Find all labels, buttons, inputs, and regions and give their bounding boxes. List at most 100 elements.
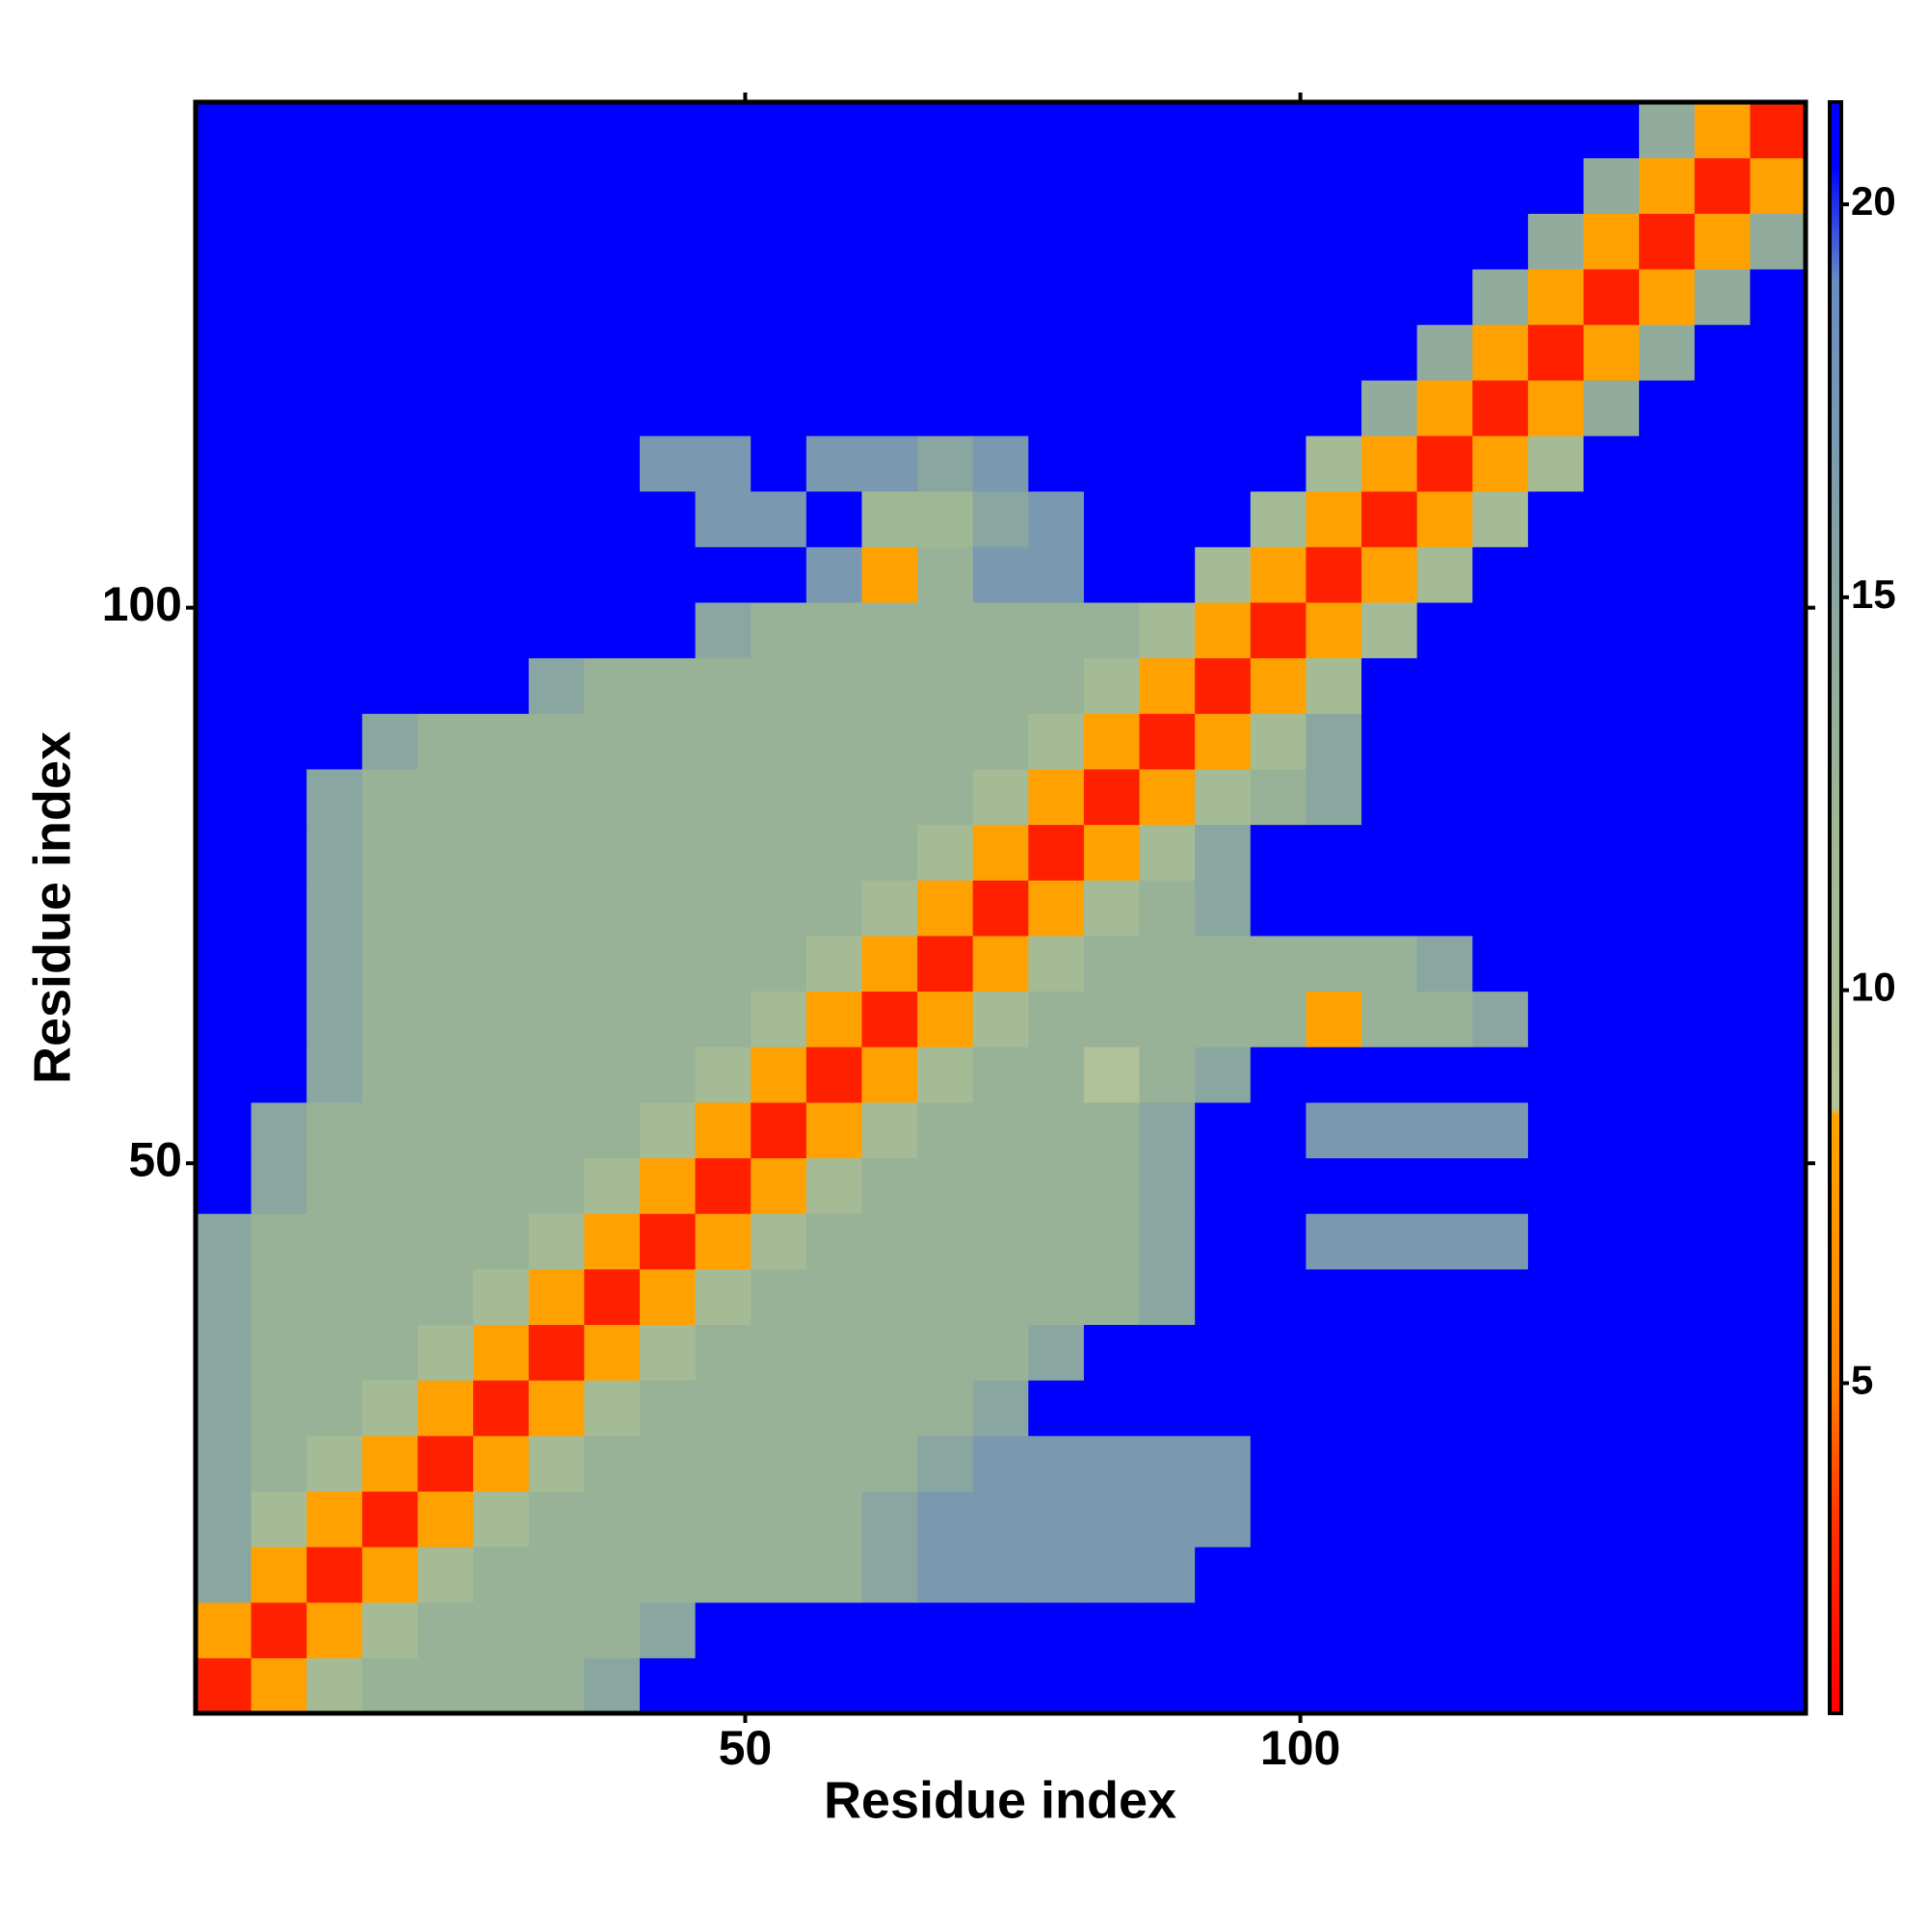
heatmap-cell	[1750, 1324, 1807, 1381]
heatmap-cell	[473, 1213, 530, 1270]
heatmap-cell	[1750, 601, 1807, 659]
heatmap-cell	[695, 1435, 752, 1492]
heatmap-cell	[584, 935, 641, 992]
heatmap-cell	[1639, 824, 1696, 881]
colorbar-tick-label: 20	[1851, 178, 1896, 224]
heatmap-cell	[584, 824, 641, 881]
heatmap-cell	[695, 1380, 752, 1437]
heatmap-cell	[917, 657, 974, 714]
heatmap-cell	[1750, 1213, 1807, 1270]
heatmap-cell	[1361, 324, 1418, 381]
heatmap-cell	[1416, 713, 1473, 770]
heatmap-cell	[196, 435, 252, 492]
heatmap-cell	[196, 380, 252, 437]
heatmap-cell	[751, 213, 807, 270]
heatmap-cell	[1527, 435, 1585, 492]
heatmap-cell	[917, 213, 974, 270]
heatmap-cell	[1527, 157, 1585, 214]
heatmap-cell	[1472, 880, 1529, 937]
heatmap-cell	[1250, 601, 1307, 659]
heatmap-cell	[306, 1380, 363, 1437]
heatmap-cell	[417, 324, 474, 381]
heatmap-cell	[861, 490, 918, 547]
heatmap-cell	[805, 935, 863, 992]
heatmap-cell	[1139, 380, 1196, 437]
heatmap-cell	[1083, 490, 1141, 547]
heatmap-cell	[1639, 601, 1696, 659]
heatmap-cell	[1694, 1268, 1751, 1326]
heatmap-cell	[306, 768, 363, 826]
heatmap-cell	[639, 713, 697, 770]
heatmap-cell	[473, 268, 530, 326]
heatmap-cell	[751, 1157, 807, 1214]
heatmap-cell	[1750, 1157, 1807, 1214]
heatmap-cell	[1083, 435, 1141, 492]
heatmap-cell	[1250, 768, 1307, 826]
heatmap-cell	[306, 490, 363, 547]
heatmap-cell	[917, 713, 974, 770]
heatmap-cell	[1694, 102, 1751, 159]
heatmap-cell	[473, 324, 530, 381]
heatmap-cell	[196, 1601, 252, 1658]
heatmap-cell	[528, 1435, 585, 1492]
heatmap-cell	[1306, 102, 1362, 159]
heatmap-cell	[196, 1657, 252, 1714]
heatmap-cell	[1306, 601, 1362, 659]
heatmap-cell	[972, 824, 1029, 881]
heatmap-cell	[1306, 1601, 1362, 1658]
heatmap-cell	[584, 268, 641, 326]
heatmap-cell	[1139, 490, 1196, 547]
heatmap-cell	[751, 1380, 807, 1437]
heatmap-cell	[917, 1213, 974, 1270]
heatmap-cell	[417, 768, 474, 826]
heatmap-cell	[584, 380, 641, 437]
heatmap-cell	[972, 1657, 1029, 1714]
heatmap-cell	[1416, 1046, 1473, 1103]
heatmap-cell	[695, 1601, 752, 1658]
heatmap-cell	[584, 657, 641, 714]
heatmap-cell	[1306, 1268, 1362, 1326]
heatmap-cell	[695, 991, 752, 1047]
heatmap-cell	[1195, 324, 1252, 381]
heatmap-cell	[1694, 380, 1751, 437]
heatmap-cell	[417, 880, 474, 937]
heatmap-cell	[1583, 1324, 1640, 1381]
heatmap-cell	[1306, 157, 1362, 214]
heatmap-cell	[1750, 1380, 1807, 1437]
heatmap-cell	[1527, 1547, 1585, 1603]
heatmap-cell	[695, 880, 752, 937]
heatmap-cell	[361, 824, 419, 881]
heatmap-cell	[1416, 1491, 1473, 1548]
heatmap-cell	[1694, 546, 1751, 603]
heatmap-cell	[1750, 324, 1807, 381]
heatmap-cell	[1083, 1101, 1141, 1159]
heatmap-cell	[1195, 1491, 1252, 1548]
heatmap-cell	[972, 1101, 1029, 1159]
heatmap-cell	[1694, 1435, 1751, 1492]
heatmap-cell	[861, 1601, 918, 1658]
heatmap-cell	[528, 1491, 585, 1548]
heatmap-cell	[251, 435, 307, 492]
heatmap-cell	[1583, 1101, 1640, 1159]
heatmap-cell	[1527, 1324, 1585, 1381]
heatmap-cell	[861, 324, 918, 381]
heatmap-cell	[306, 157, 363, 214]
heatmap-cell	[751, 435, 807, 492]
heatmap-cell	[1139, 1380, 1196, 1437]
heatmap-cell	[917, 1657, 974, 1714]
heatmap-cell	[251, 1491, 307, 1548]
heatmap-cell	[1083, 880, 1141, 937]
heatmap-cell	[1694, 1046, 1751, 1103]
heatmap-cell	[1527, 268, 1585, 326]
heatmap-cell	[1583, 546, 1640, 603]
heatmap-cell	[1472, 1601, 1529, 1658]
heatmap-cell	[196, 1213, 252, 1270]
heatmap-cell	[1306, 768, 1362, 826]
heatmap-cell	[361, 1213, 419, 1270]
heatmap-cell	[361, 324, 419, 381]
heatmap-cell	[917, 935, 974, 992]
heatmap-cell	[528, 157, 585, 214]
heatmap-cell	[1250, 657, 1307, 714]
